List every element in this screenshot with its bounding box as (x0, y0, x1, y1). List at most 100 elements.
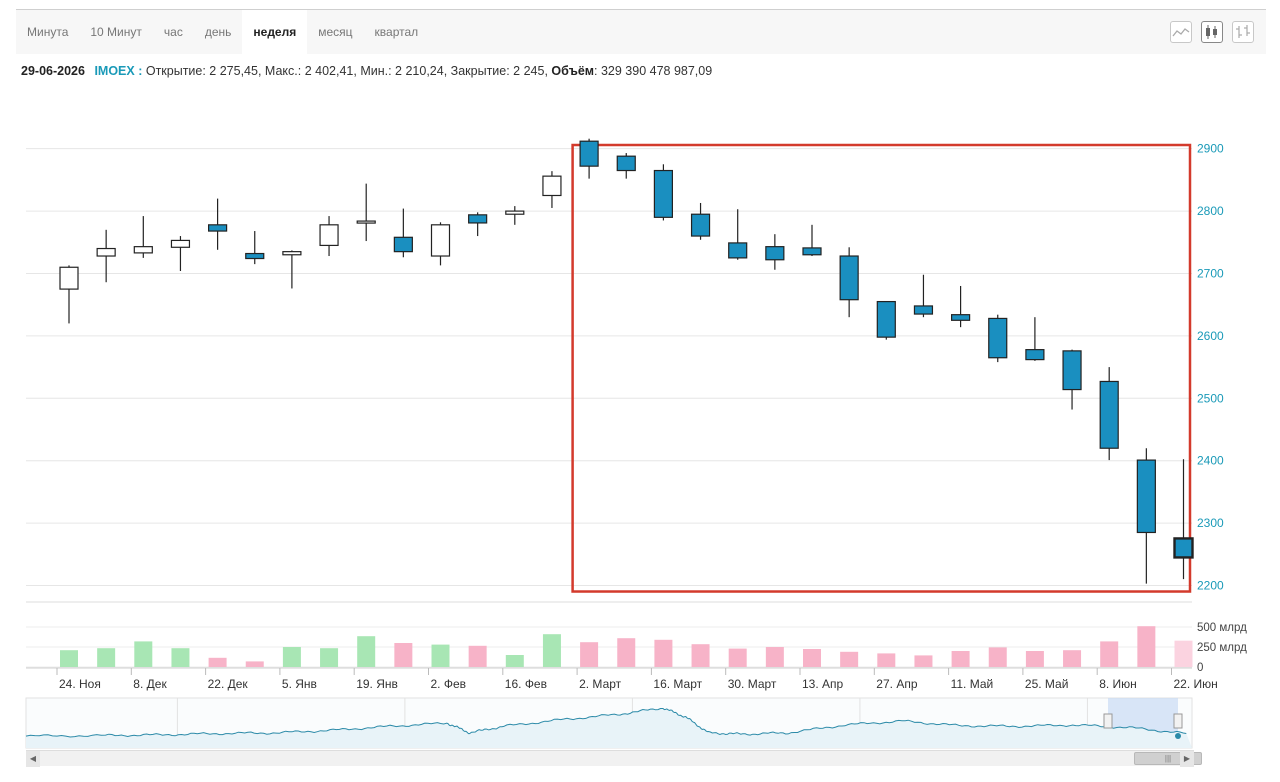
price-tick-label: 2200 (1197, 579, 1224, 593)
volume-bar (765, 647, 784, 667)
tab-day[interactable]: день (204, 25, 232, 39)
candle-body (950, 314, 971, 321)
candle-body (1099, 380, 1119, 449)
scroll-right-icon[interactable]: ▶ (1180, 751, 1194, 767)
date-tick-label: 8. Июн (1099, 677, 1137, 691)
price-tick-label: 2800 (1197, 204, 1224, 218)
candle-body (728, 242, 748, 259)
date-tick-label: 13. Апр (802, 677, 844, 691)
price-chart[interactable]: 2200 2300 2400 2500 2600 2700 2800 2900 500 млр… (0, 95, 1280, 750)
date-tick-label: 16. Март (653, 677, 702, 691)
candle (1062, 349, 1082, 410)
candle (1025, 317, 1045, 361)
candlestick-icon (1206, 25, 1217, 39)
volume-bar (1100, 641, 1119, 667)
volume-bar (320, 648, 339, 667)
candle-body (1173, 537, 1194, 559)
date-tick-label: 22. Дек (208, 677, 249, 691)
tab-hour[interactable]: час (163, 25, 183, 39)
candle (839, 247, 859, 318)
candle-body (653, 169, 674, 218)
volume-bar (914, 655, 933, 667)
candle (245, 231, 265, 265)
candle-body (1025, 349, 1045, 361)
price-tick-label: 2300 (1197, 516, 1224, 530)
volume-bar (877, 653, 896, 667)
highlight-box-layer (571, 143, 1192, 593)
candle-body (245, 252, 265, 260)
navigator-handle[interactable] (1173, 713, 1183, 729)
volume-bar (951, 651, 970, 667)
line-chart-icon (1172, 28, 1190, 37)
tab-10-minutes[interactable]: 10 Минут (90, 25, 142, 39)
date-tick-label: 19. Янв (356, 677, 398, 691)
candles (59, 138, 1194, 584)
candle (170, 236, 191, 271)
volume-axis: 500 млрд 250 млрд 0 (1197, 622, 1247, 674)
volume-bar (1174, 640, 1193, 667)
candle-body (1062, 350, 1082, 391)
price-tick-label: 2500 (1197, 391, 1224, 405)
scroll-left-icon[interactable]: ◀ (26, 751, 40, 767)
volume-bar (245, 661, 264, 667)
candle (802, 224, 822, 257)
volume-tick-label: 500 млрд (1197, 622, 1247, 634)
candle (282, 250, 302, 289)
candle-body (876, 300, 896, 338)
candle-body (839, 255, 859, 301)
tab-week[interactable]: неделя (242, 10, 308, 54)
tab-quarter[interactable]: квартал (374, 25, 419, 39)
volume-bar (1063, 650, 1082, 667)
candle-body (393, 236, 413, 253)
candle-body (616, 155, 636, 172)
navigator-line (25, 708, 1187, 738)
volume-bar (803, 649, 821, 667)
candle (616, 153, 636, 179)
volume-bar (97, 648, 116, 667)
info-volume-value: : 329 390 478 987,09 (594, 64, 713, 78)
price-axis: 2200 2300 2400 2500 2600 2700 2800 2900 (1197, 142, 1224, 593)
candle-body (505, 210, 525, 215)
ohlc-bars-icon (1236, 25, 1250, 38)
volume-bar (394, 643, 413, 667)
candle-body (59, 266, 79, 290)
navigator-handle[interactable] (1103, 713, 1113, 729)
candle (988, 314, 1008, 363)
candle-body (1136, 459, 1156, 534)
tab-month[interactable]: месяц (318, 25, 353, 39)
date-tick-label: 11. Май (951, 677, 994, 691)
volume-bar (208, 657, 227, 667)
volume-bars (60, 626, 1193, 667)
navigator-scrollbar[interactable]: ◀ ||| ▶ (26, 750, 1202, 767)
volume-bar (1025, 651, 1044, 667)
navigator-last-point (1175, 733, 1181, 739)
volume-bar (691, 644, 710, 667)
date-axis: 24. Ноя 8. Дек 22. Дек 5. Янв 19. Янв 2. Фев 1… (56, 668, 1218, 691)
candle (1136, 448, 1156, 584)
candle-body (133, 246, 153, 254)
tab-minute[interactable]: Минута (27, 25, 69, 39)
candle (690, 202, 711, 240)
candlestick-button[interactable] (1201, 21, 1223, 43)
candle (96, 229, 116, 283)
date-tick-label: 22. Июн (1174, 677, 1218, 691)
volume-bar (171, 648, 190, 667)
price-tick-label: 2900 (1197, 142, 1224, 156)
volume-bar (617, 638, 636, 667)
candle-body (319, 224, 339, 247)
info-low: Мин.: 2 210,24, (360, 64, 448, 78)
ohlc-bars-button[interactable] (1232, 21, 1254, 43)
volume-bar (840, 651, 859, 667)
date-tick-label: 30. Март (728, 677, 777, 691)
date-tick-label: 16. Фев (505, 677, 547, 691)
ohlc-info-line: 29-06-2026 IMOEX : Открытие: 2 275,45, М… (21, 64, 712, 78)
candle (542, 171, 562, 208)
line-chart-button[interactable] (1170, 21, 1192, 43)
candle (913, 274, 934, 318)
candle (728, 209, 748, 260)
candle-body (430, 224, 451, 257)
info-ticker: IMOEX : (94, 64, 143, 78)
candle-body (468, 214, 488, 224)
info-volume-label: Объём (551, 64, 595, 78)
volume-bar (580, 642, 599, 667)
